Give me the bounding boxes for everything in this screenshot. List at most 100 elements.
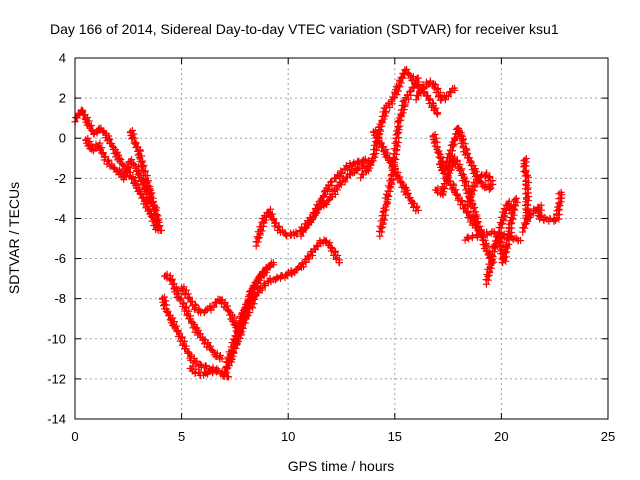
data-point xyxy=(150,207,158,215)
y-tick-label: 2 xyxy=(59,91,66,106)
y-tick-label: -14 xyxy=(47,412,66,427)
data-point xyxy=(98,149,106,157)
data-point xyxy=(283,272,291,280)
data-point xyxy=(128,135,136,143)
data-marks xyxy=(71,65,566,381)
data-point xyxy=(224,307,232,315)
x-tick-label: 0 xyxy=(71,429,78,444)
data-point xyxy=(415,87,423,95)
data-point xyxy=(115,151,123,159)
data-point xyxy=(465,210,473,218)
data-point xyxy=(557,188,565,196)
data-point xyxy=(446,146,454,154)
data-point xyxy=(135,153,143,161)
plot-frame xyxy=(74,57,609,420)
data-point xyxy=(208,302,216,310)
series-track-l xyxy=(297,155,375,240)
data-point xyxy=(471,165,479,173)
data-point xyxy=(181,291,189,299)
series-track-k xyxy=(252,161,369,250)
data-point xyxy=(433,109,441,117)
data-point xyxy=(156,222,164,230)
y-tick-label: 0 xyxy=(59,131,66,146)
data-point xyxy=(396,78,404,86)
data-point xyxy=(412,96,420,104)
data-point xyxy=(483,169,491,177)
data-point xyxy=(349,161,357,169)
data-point xyxy=(430,139,438,147)
data-point xyxy=(343,174,351,182)
data-point xyxy=(380,204,388,212)
data-point xyxy=(119,161,127,169)
data-point xyxy=(166,276,174,284)
data-point xyxy=(176,295,184,303)
data-point xyxy=(86,123,94,131)
data-point xyxy=(324,240,332,248)
data-point xyxy=(511,196,519,204)
chart-title: Day 166 of 2014, Sidereal Day-to-day VTE… xyxy=(50,21,559,37)
data-point xyxy=(130,130,138,138)
data-point xyxy=(393,127,401,135)
data-point xyxy=(162,308,170,316)
data-point xyxy=(422,92,430,100)
series-track-y xyxy=(461,227,525,245)
data-point xyxy=(389,93,397,101)
series-track-j xyxy=(231,259,278,344)
data-point xyxy=(184,349,192,357)
series-track-q xyxy=(429,124,495,194)
data-point xyxy=(389,166,397,174)
data-point xyxy=(314,243,322,251)
data-point xyxy=(470,187,478,195)
data-point xyxy=(457,166,465,174)
y-tick-label: -8 xyxy=(54,291,66,306)
data-point xyxy=(473,231,481,239)
grid xyxy=(75,58,608,419)
data-point xyxy=(130,178,138,186)
data-point xyxy=(471,204,479,212)
series-track-x xyxy=(519,188,566,236)
data-point xyxy=(451,153,459,161)
data-point xyxy=(184,294,192,302)
data-point xyxy=(505,203,513,211)
data-point xyxy=(253,238,261,246)
x-tick-label: 5 xyxy=(178,429,185,444)
data-point xyxy=(442,173,450,181)
y-tick-label: -10 xyxy=(47,331,66,346)
data-point xyxy=(341,178,349,186)
data-point xyxy=(242,301,250,309)
data-point xyxy=(501,246,509,254)
data-point xyxy=(136,157,144,165)
data-point xyxy=(191,300,199,308)
data-point xyxy=(434,93,442,101)
data-point xyxy=(393,143,401,151)
data-point xyxy=(426,95,434,103)
data-point xyxy=(171,323,179,331)
data-point xyxy=(113,148,121,156)
data-point xyxy=(300,223,308,231)
data-point xyxy=(414,206,422,214)
data-point xyxy=(384,155,392,163)
x-axis-label: GPS time / hours xyxy=(288,458,395,474)
data-point xyxy=(395,87,403,95)
data-point xyxy=(180,299,188,307)
data-point xyxy=(389,153,397,161)
data-point xyxy=(450,187,458,195)
data-point xyxy=(99,128,107,136)
data-point xyxy=(517,237,525,245)
data-point xyxy=(378,143,386,151)
data-point xyxy=(293,230,301,238)
data-point xyxy=(130,160,138,168)
data-point xyxy=(431,105,439,113)
data-point xyxy=(230,320,238,328)
data-point xyxy=(266,274,274,282)
data-point xyxy=(146,185,154,193)
data-point xyxy=(313,241,321,249)
data-point xyxy=(432,134,440,142)
series-track-t xyxy=(463,169,497,210)
data-point xyxy=(230,313,238,321)
data-point xyxy=(209,347,217,355)
data-point xyxy=(128,175,136,183)
data-point xyxy=(386,103,394,111)
data-point xyxy=(387,98,395,106)
data-point xyxy=(512,194,520,202)
